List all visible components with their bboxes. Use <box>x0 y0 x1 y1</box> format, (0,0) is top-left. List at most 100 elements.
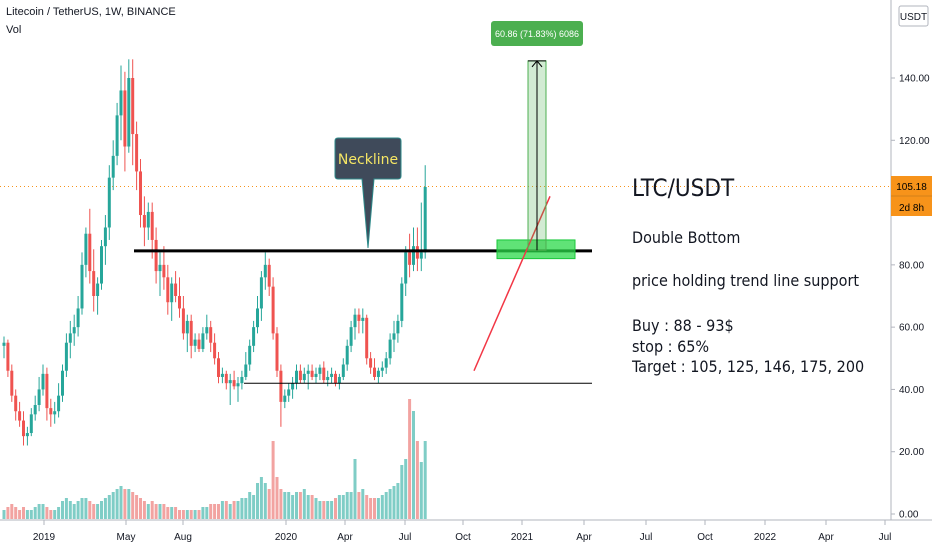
volume-bar <box>256 483 259 519</box>
candle-body <box>22 420 25 437</box>
candle-body <box>178 296 181 309</box>
volume-bar <box>334 498 337 519</box>
currency-label: USDT <box>900 12 927 23</box>
volume-bar <box>61 501 64 519</box>
volume-indicator-label[interactable]: Vol <box>6 24 22 36</box>
buy-zone-box[interactable] <box>496 239 576 260</box>
candle-body <box>302 373 306 381</box>
neckline-label: Neckline <box>338 152 398 168</box>
annotation-stop: stop : 65% <box>632 337 710 356</box>
volume-bar <box>295 492 298 519</box>
candle-body <box>404 252 408 284</box>
candle-body <box>6 342 10 371</box>
volume-bar <box>185 510 189 519</box>
candle-body <box>419 252 423 259</box>
candle-body <box>201 333 205 349</box>
volume-bar <box>49 510 53 519</box>
candle-body <box>365 317 369 359</box>
candle-body <box>33 405 37 415</box>
candle-body <box>53 411 57 415</box>
candle-body <box>217 358 220 377</box>
neckline-callout[interactable] <box>334 137 402 249</box>
price-tick-label: 60.00 <box>899 323 924 334</box>
volume-bar <box>287 492 291 519</box>
candle-body <box>96 283 100 296</box>
volume-bar <box>220 501 224 519</box>
candle-body <box>45 373 49 409</box>
candle-body <box>353 314 357 328</box>
price-tick-label: 120.00 <box>899 136 930 147</box>
candle-body <box>72 327 76 334</box>
volume-bar <box>318 501 322 519</box>
candle-body <box>376 370 380 377</box>
price-tick-label: 140.00 <box>899 74 930 85</box>
volume-bar <box>232 501 236 519</box>
price-axis[interactable]: 0.0020.0040.0060.0080.00100.00120.00140.… <box>891 74 930 521</box>
candle-body <box>150 211 154 240</box>
volume-bar <box>189 510 193 519</box>
measure-label: 60.86 (71.83%) 6086 <box>495 29 579 39</box>
volume-bar <box>392 486 396 519</box>
candle-body <box>189 320 193 346</box>
volume-bar <box>279 489 283 519</box>
volume-bar <box>415 441 419 519</box>
volume-bar <box>252 495 256 519</box>
current-price: 105.18 <box>896 182 927 193</box>
candle-body <box>373 367 376 377</box>
volume-bar <box>337 495 341 519</box>
time-tick-label: May <box>117 532 136 543</box>
volume-bar <box>310 495 314 519</box>
volume-bar <box>92 504 96 519</box>
candle-body <box>318 367 322 374</box>
time-axis[interactable]: 2019 May Aug 2020 Apr Jul Oct 2021 Apr Jul Oct 2022… <box>33 520 892 543</box>
candle-body <box>76 308 80 328</box>
time-tick-label: Oct <box>697 532 713 543</box>
time-tick-label: Jul <box>879 532 892 543</box>
candle-body <box>263 264 267 278</box>
volume-bar <box>72 504 76 519</box>
candle-body <box>193 339 197 346</box>
volume-bar <box>314 498 318 519</box>
candle-body <box>205 327 209 334</box>
candle-body <box>232 380 236 387</box>
candle-body <box>111 155 115 178</box>
candle-body <box>127 78 131 147</box>
price-tick-label: 80.00 <box>899 260 924 271</box>
volume-bar <box>64 498 68 519</box>
volume-bar <box>25 510 29 519</box>
candle-body <box>388 339 392 359</box>
volume-bar <box>181 510 185 519</box>
volume-bar <box>45 507 49 519</box>
volume-bar <box>248 492 252 519</box>
candle-body <box>384 358 388 368</box>
candle-body <box>256 308 259 328</box>
volume-bar <box>2 510 6 519</box>
volume-bar <box>213 504 217 519</box>
volume-bar <box>107 495 111 519</box>
volume-bar <box>84 498 88 519</box>
volume-bar <box>330 501 334 519</box>
candle-body <box>287 389 291 396</box>
candle-body <box>349 327 353 346</box>
volume-bar <box>275 477 279 519</box>
volume-bar <box>423 441 427 519</box>
volume-bar <box>170 507 174 519</box>
candle-body <box>275 333 279 371</box>
volume-bar <box>33 507 37 519</box>
candle-body <box>322 367 326 381</box>
candle-body <box>61 370 64 396</box>
candle-body <box>135 134 139 172</box>
volume-bar <box>283 492 287 519</box>
volume-bar <box>193 510 197 519</box>
time-tick-label: Oct <box>455 532 471 543</box>
price-tick-label: 0.00 <box>899 510 919 521</box>
candle-body <box>412 246 415 265</box>
candle-body <box>170 283 174 303</box>
candle-body <box>88 233 92 272</box>
volume-bar <box>376 498 380 519</box>
volume-bar <box>29 510 33 519</box>
candle-body <box>68 333 72 343</box>
volume-bar <box>209 504 213 519</box>
candle-body <box>185 320 189 334</box>
